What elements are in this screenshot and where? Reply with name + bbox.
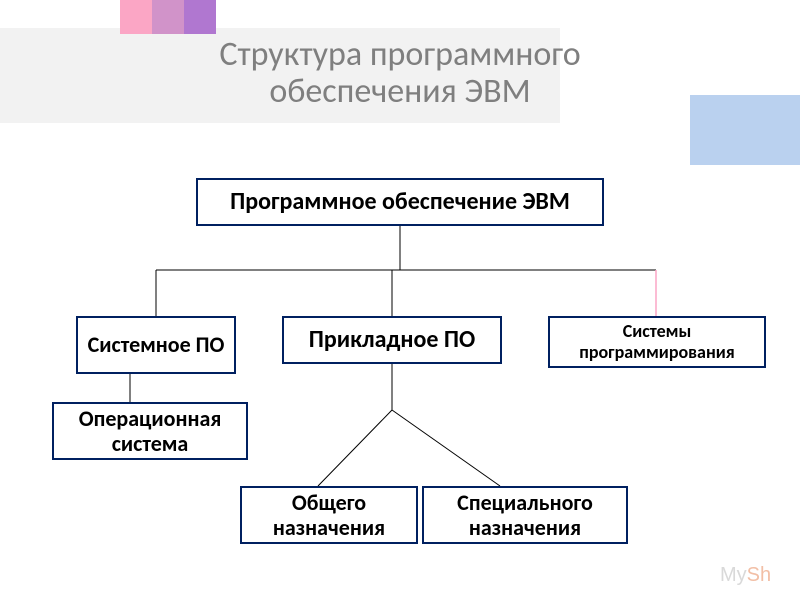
node-system: Системное ПО	[76, 316, 236, 374]
decor-bar-1	[152, 0, 184, 34]
edge-7	[318, 410, 392, 486]
node-special: Специального назначения	[422, 486, 628, 544]
page-title: Структура программногообеспечения ЭВМ	[110, 36, 690, 111]
edge-8	[392, 410, 500, 486]
node-os: Операционная система	[52, 402, 248, 460]
page-title-line2: обеспечения ЭВМ	[110, 73, 690, 110]
node-root: Программное обеспечение ЭВМ	[196, 178, 604, 226]
decor-bar-2	[184, 0, 216, 34]
node-applied: Прикладное ПО	[282, 316, 502, 364]
watermark-prefix: My	[720, 564, 747, 586]
page-title-line1: Структура программного	[110, 36, 690, 73]
watermark-suffix: Sh	[747, 564, 771, 586]
watermark: MySh	[720, 564, 771, 587]
decor-square	[690, 95, 800, 165]
decor-bar-0	[120, 0, 152, 34]
node-general: Общего назначения	[240, 486, 418, 544]
node-progsys: Системы программирования	[548, 316, 766, 368]
